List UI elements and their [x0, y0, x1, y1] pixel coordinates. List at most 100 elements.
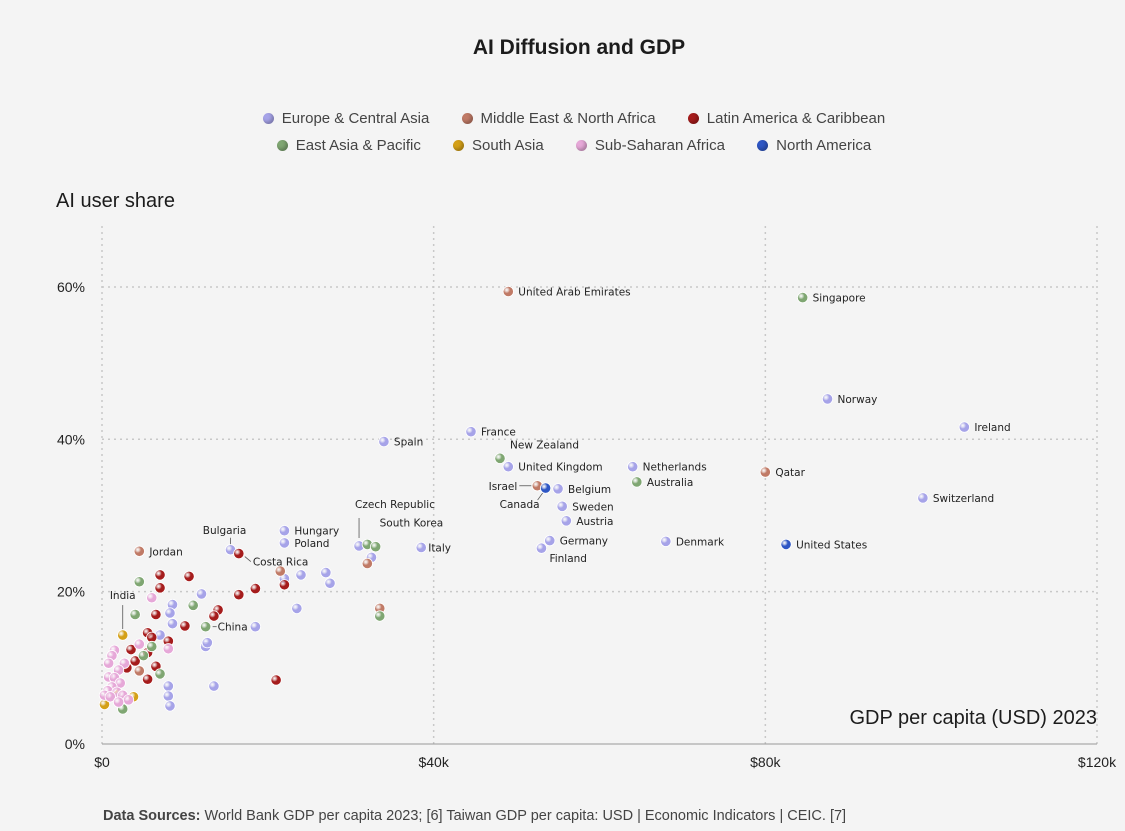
point-label: Belgium: [568, 484, 611, 496]
x-tick-label: $40k: [418, 754, 449, 770]
legend-item-north-america[interactable]: North America: [757, 137, 871, 154]
y-tick-label: 20%: [57, 584, 85, 600]
data-point-costa-rica: [233, 547, 245, 560]
data-point-finland: [535, 542, 548, 554]
data-point: [233, 589, 245, 601]
data-point-norway: [821, 393, 834, 405]
data-point: [133, 576, 145, 588]
legend-label: North America: [776, 137, 872, 154]
point-label: Bulgaria: [203, 525, 247, 537]
data-point: [104, 691, 116, 703]
point-label: United Kingdom: [518, 462, 602, 474]
data-point: [150, 608, 162, 621]
data-point: [146, 592, 158, 604]
legend-marker-icon: [461, 113, 473, 124]
point-label: Italy: [428, 542, 451, 554]
data-point: [129, 655, 141, 667]
axis-ticks: 0% 20% 40% 60% $0 $40k $80k $120k: [57, 279, 1117, 770]
legend-row-1: Europe & Central Asia Middle East & Nort…: [0, 110, 1125, 127]
y-tick-label: 40%: [57, 431, 85, 447]
point-label: Netherlands: [643, 462, 707, 474]
data-point: [112, 696, 125, 708]
data-point-canada: [540, 482, 552, 494]
data-point-belgium: [552, 483, 564, 495]
data-point: [162, 643, 174, 655]
data-point: [129, 608, 141, 621]
point-label: Israel: [489, 481, 518, 493]
data-point-hungary: [278, 525, 291, 537]
data-point: [154, 668, 166, 680]
legend-marker-icon: [262, 113, 274, 124]
point-label: Jordan: [148, 546, 182, 558]
legend-marker-icon: [453, 140, 465, 151]
footer-prefix: Data Sources:: [103, 808, 201, 824]
data-point-spain: [378, 435, 390, 448]
data-point-united-arab-emirates: [502, 285, 514, 298]
point-label: Switzerland: [933, 493, 994, 505]
point-label: Austria: [576, 516, 613, 528]
point-label: Czech Republic: [355, 499, 435, 511]
data-point-qatar: [759, 466, 771, 478]
legend-item-south-asia[interactable]: South Asia: [453, 137, 544, 154]
x-tick-label: $0: [94, 754, 110, 770]
x-tick-label: $120k: [1078, 754, 1117, 770]
data-point: [295, 569, 307, 581]
data-point: [249, 621, 261, 633]
data-point: [166, 618, 179, 630]
data-point: [122, 694, 135, 706]
point-label: France: [481, 427, 516, 439]
legend-item-east-asia-pacific[interactable]: East Asia & Pacific: [276, 137, 421, 154]
x-tick-label: $80k: [750, 754, 781, 770]
data-point: [154, 569, 166, 581]
data-points: [98, 285, 970, 715]
point-label: Canada: [500, 499, 540, 511]
point-label: South Korea: [380, 518, 444, 530]
data-point-netherlands: [627, 461, 639, 473]
point-label: New Zealand: [510, 439, 579, 451]
data-point: [133, 665, 145, 677]
data-point: [361, 557, 373, 570]
legend-item-sub-saharan-africa[interactable]: Sub-Saharan Africa: [575, 137, 725, 154]
data-point-singapore: [797, 292, 809, 304]
data-point-italy: [415, 541, 427, 554]
data-point-india: [117, 629, 129, 641]
data-point: [137, 650, 150, 662]
data-point: [320, 567, 332, 579]
data-point-switzerland: [917, 492, 929, 504]
point-label: Singapore: [813, 293, 866, 305]
data-point-ireland: [958, 421, 970, 433]
point-label: Spain: [394, 437, 423, 449]
data-point: [249, 582, 261, 595]
point-label: India: [110, 590, 136, 602]
point-label: Costa Rica: [253, 557, 309, 569]
legend-item-middle-east-north-africa[interactable]: Middle East & North Africa: [461, 110, 656, 127]
data-point-united-kingdom: [502, 461, 514, 473]
point-label: Poland: [294, 538, 329, 550]
point-label: Germany: [560, 536, 608, 548]
x-axis-title: GDP per capita (USD) 2023: [849, 707, 1097, 729]
data-point-poland: [278, 537, 291, 549]
data-point: [164, 607, 176, 619]
legend-marker-icon: [276, 140, 288, 151]
legend-marker-icon: [757, 140, 769, 151]
legend-marker-icon: [687, 113, 699, 124]
data-point: [374, 610, 386, 622]
point-label: Hungary: [294, 526, 339, 538]
legend-row-2: East Asia & Pacific South Asia Sub-Sahar…: [0, 137, 1125, 154]
point-label: Ireland: [974, 422, 1010, 434]
data-point: [187, 599, 199, 611]
data-point: [208, 680, 220, 692]
data-point: [291, 602, 303, 615]
data-point-denmark: [660, 535, 672, 547]
data-point: [270, 674, 282, 686]
footer-text: World Bank GDP per capita 2023; [6] Taiw…: [200, 808, 847, 824]
legend-item-latin-america-caribbean[interactable]: Latin America & Caribbean: [687, 110, 885, 127]
data-point: [208, 610, 220, 622]
data-point-new-zealand: [494, 452, 506, 464]
data-point: [183, 570, 195, 583]
legend-item-europe-central-asia[interactable]: Europe & Central Asia: [262, 110, 429, 127]
data-point: [103, 657, 115, 669]
legend-label: Middle East & North Africa: [480, 110, 656, 127]
legend-label: South Asia: [472, 137, 544, 154]
